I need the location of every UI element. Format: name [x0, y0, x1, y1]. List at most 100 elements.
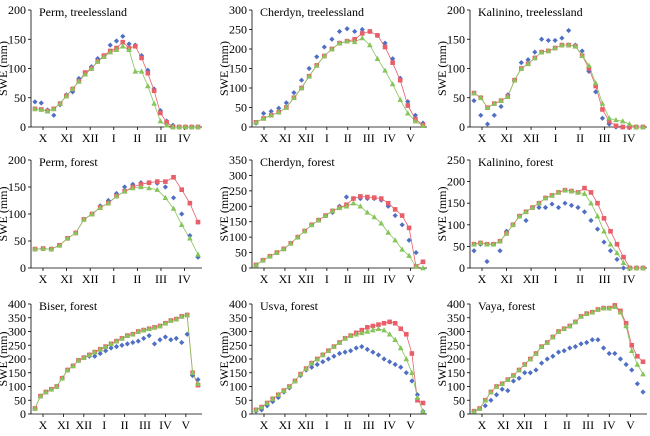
series-line	[255, 321, 424, 411]
y-tick-label: 0	[459, 407, 465, 421]
x-tick-label: XI	[279, 131, 292, 145]
x-tick-label: X	[478, 131, 487, 145]
data-point	[342, 335, 348, 341]
data-point	[108, 340, 114, 347]
data-point	[572, 43, 579, 49]
data-point	[364, 346, 370, 352]
data-point	[376, 322, 381, 327]
y-tick-label: 250	[229, 184, 247, 198]
data-point	[612, 303, 618, 309]
x-tick-label: IV	[178, 272, 191, 286]
data-point	[57, 100, 63, 106]
x-tick-label: II	[344, 131, 352, 145]
data-point	[283, 104, 290, 110]
y-tick-label: 0	[459, 120, 465, 134]
data-point	[274, 249, 280, 255]
data-point	[170, 124, 176, 130]
data-point	[392, 237, 398, 243]
x-tick-label: III	[363, 272, 375, 286]
data-point	[409, 369, 415, 375]
x-tick-label: XI	[279, 418, 292, 432]
data-point	[626, 121, 633, 127]
data-point	[471, 90, 477, 96]
data-point	[389, 81, 396, 87]
x-tick-label: I	[325, 272, 329, 286]
y-tick-label: 150	[8, 366, 26, 380]
x-tick-label: X	[39, 131, 48, 145]
data-point	[477, 94, 484, 100]
data-point	[398, 326, 404, 332]
data-point	[51, 105, 57, 112]
data-point	[370, 327, 376, 333]
data-point	[268, 112, 274, 118]
data-point	[325, 356, 331, 362]
data-point	[122, 184, 128, 190]
x-tick-label: II	[563, 418, 571, 432]
data-point	[518, 60, 524, 66]
y-tick-label: 400	[229, 297, 247, 311]
data-point	[493, 392, 500, 398]
x-tick-label: X	[260, 418, 269, 432]
data-point	[581, 209, 588, 215]
data-point	[413, 263, 419, 269]
data-point	[606, 350, 612, 357]
x-tick-label: XI	[57, 418, 70, 432]
data-point	[260, 115, 267, 121]
data-point	[32, 105, 38, 112]
data-point	[484, 121, 491, 127]
data-point	[477, 239, 484, 246]
y-tick-label: 50	[235, 393, 247, 407]
x-tick-label: I	[554, 131, 558, 145]
data-point	[107, 42, 113, 48]
data-point	[516, 213, 523, 219]
data-point	[281, 245, 287, 252]
data-point	[306, 65, 312, 72]
x-tick-label: IV	[623, 131, 636, 145]
data-point	[97, 350, 103, 357]
x-tick-label: II	[121, 418, 129, 432]
data-point	[375, 33, 380, 38]
data-point	[621, 254, 626, 260]
data-point	[331, 343, 337, 349]
data-point	[119, 342, 125, 348]
data-point	[533, 367, 539, 373]
x-tick-label: XII	[298, 272, 315, 286]
data-point	[260, 257, 266, 263]
data-point	[329, 36, 335, 42]
data-point	[297, 371, 304, 377]
data-point	[593, 83, 598, 89]
data-point	[633, 265, 640, 271]
data-point	[516, 375, 522, 381]
data-point	[600, 345, 607, 351]
x-tick-label: X	[260, 131, 269, 145]
series-line	[255, 202, 424, 269]
data-point	[555, 349, 562, 355]
data-point	[107, 49, 114, 55]
data-point	[539, 36, 545, 42]
y-tick-label: 250	[447, 338, 465, 352]
data-point	[154, 179, 160, 184]
data-point	[306, 73, 312, 79]
data-point	[170, 205, 177, 211]
data-point	[594, 226, 601, 232]
data-point	[595, 200, 600, 206]
x-tick-label: III	[599, 272, 611, 286]
data-point	[370, 323, 376, 329]
data-point	[545, 47, 552, 54]
data-point	[138, 68, 145, 74]
data-point	[75, 357, 82, 363]
data-point	[313, 62, 320, 68]
data-point	[392, 320, 398, 326]
data-point	[536, 200, 542, 206]
y-tick-label: 0	[241, 407, 247, 421]
data-point	[491, 100, 498, 106]
chart-title: Vaya, forest	[478, 299, 536, 313]
x-tick-label: XII	[82, 131, 99, 145]
data-point	[406, 225, 412, 231]
data-point	[336, 339, 343, 345]
data-point	[498, 97, 504, 103]
x-tick-label: XII	[82, 272, 99, 286]
data-point	[195, 219, 201, 225]
